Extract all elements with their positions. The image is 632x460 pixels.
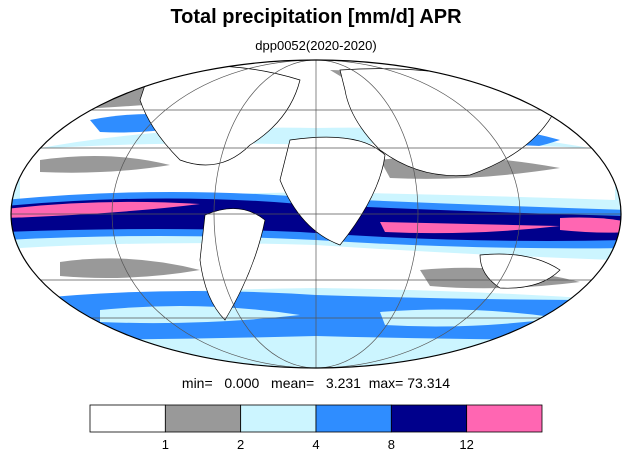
colorbar-tick-label: 8 [388,437,395,452]
max-value: 73.314 [407,375,451,391]
colorbar-swatch [390,404,468,433]
mean-value: 3.231 [325,375,361,391]
mean-label: mean= [271,375,315,391]
colorbar-tick-label: 12 [459,437,473,452]
statistics-line: min= 0.000 mean= 3.231 max= 73.314 [0,375,632,391]
colorbar-swatch [315,404,392,433]
colorbar-tick-label: 2 [237,437,244,452]
min-value: 0.000 [224,375,260,391]
colorbar-swatch [164,404,242,433]
max-label: max= [368,375,404,391]
min-label: min= [181,375,213,391]
map-subtitle: dpp0052(2020-2020) [255,38,377,53]
graticule [11,60,621,368]
colorbar-swatch [89,404,166,433]
globe-outline [10,59,622,369]
map-title: Total precipitation [mm/d] APR [170,6,462,28]
colorbar-tick-label: 4 [312,437,319,452]
colorbar-swatch [466,404,543,433]
colorbar-swatch [240,404,317,433]
colorbar-tick-label: 1 [162,437,169,452]
